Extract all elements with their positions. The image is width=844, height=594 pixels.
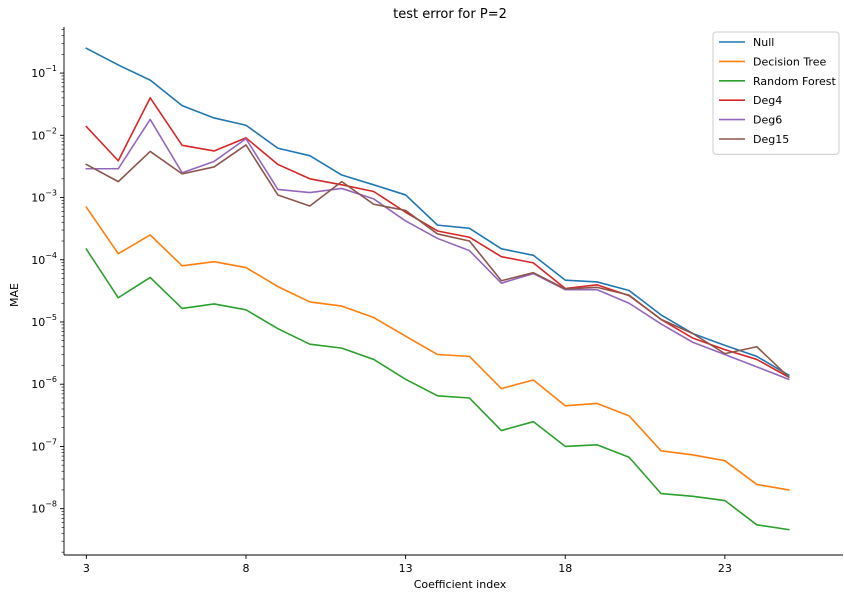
y-tick-base: 10 xyxy=(31,254,45,267)
y-tick-label: 10−4 xyxy=(31,251,57,267)
x-tick-label: 23 xyxy=(718,562,732,575)
y-tick-exponent: −4 xyxy=(45,251,57,260)
legend-label: Deg4 xyxy=(753,94,782,107)
legend-box xyxy=(712,31,840,155)
x-tick-label: 18 xyxy=(558,562,572,575)
x-tick-label: 3 xyxy=(83,562,90,575)
y-tick-base: 10 xyxy=(31,67,45,80)
chart-title: test error for P=2 xyxy=(393,7,507,22)
y-tick-exponent: −7 xyxy=(45,437,57,446)
series-line-2 xyxy=(85,248,790,531)
y-tick-base: 10 xyxy=(31,129,45,142)
x-tick-label: 8 xyxy=(242,562,249,575)
series-lines xyxy=(85,47,790,531)
series-line-1 xyxy=(85,206,790,491)
series-line-3 xyxy=(85,97,790,379)
y-tick-base: 10 xyxy=(31,316,45,329)
y-tick-label: 10−8 xyxy=(31,500,57,516)
legend: Null Decision Tree Random Forest Deg4 Deg6 De… xyxy=(712,31,840,155)
y-tick-base: 10 xyxy=(31,440,45,453)
x-tick-label: 13 xyxy=(399,562,413,575)
x-axis-label: Coefficient index xyxy=(414,578,507,591)
y-tick-base: 10 xyxy=(31,503,45,516)
y-tick-label: 10−6 xyxy=(31,375,57,391)
series-line-4 xyxy=(85,118,790,381)
y-tick-base: 10 xyxy=(31,378,45,391)
y-tick-exponent: −5 xyxy=(45,313,57,322)
series-line-0 xyxy=(85,47,790,377)
y-tick-label: 10−3 xyxy=(31,189,57,205)
y-tick-exponent: −2 xyxy=(45,126,57,135)
series-line-5 xyxy=(85,144,790,379)
y-tick-base: 10 xyxy=(31,192,45,205)
y-tick-label: 10−1 xyxy=(31,64,57,80)
y-tick-label: 10−2 xyxy=(31,126,57,142)
y-tick-exponent: −3 xyxy=(45,189,57,198)
y-tick-exponent: −8 xyxy=(45,500,57,509)
legend-label: Null xyxy=(753,36,774,49)
y-tick-label: 10−7 xyxy=(31,437,57,453)
legend-label: Deg6 xyxy=(753,114,782,127)
y-tick-label: 10−5 xyxy=(31,313,57,329)
y-tick-exponent: −6 xyxy=(45,375,57,384)
legend-label: Deg15 xyxy=(753,133,789,146)
y-axis-label: MAE xyxy=(8,283,21,307)
y-tick-exponent: −1 xyxy=(45,64,57,73)
legend-label: Decision Tree xyxy=(753,55,826,68)
legend-label: Random Forest xyxy=(753,75,836,88)
